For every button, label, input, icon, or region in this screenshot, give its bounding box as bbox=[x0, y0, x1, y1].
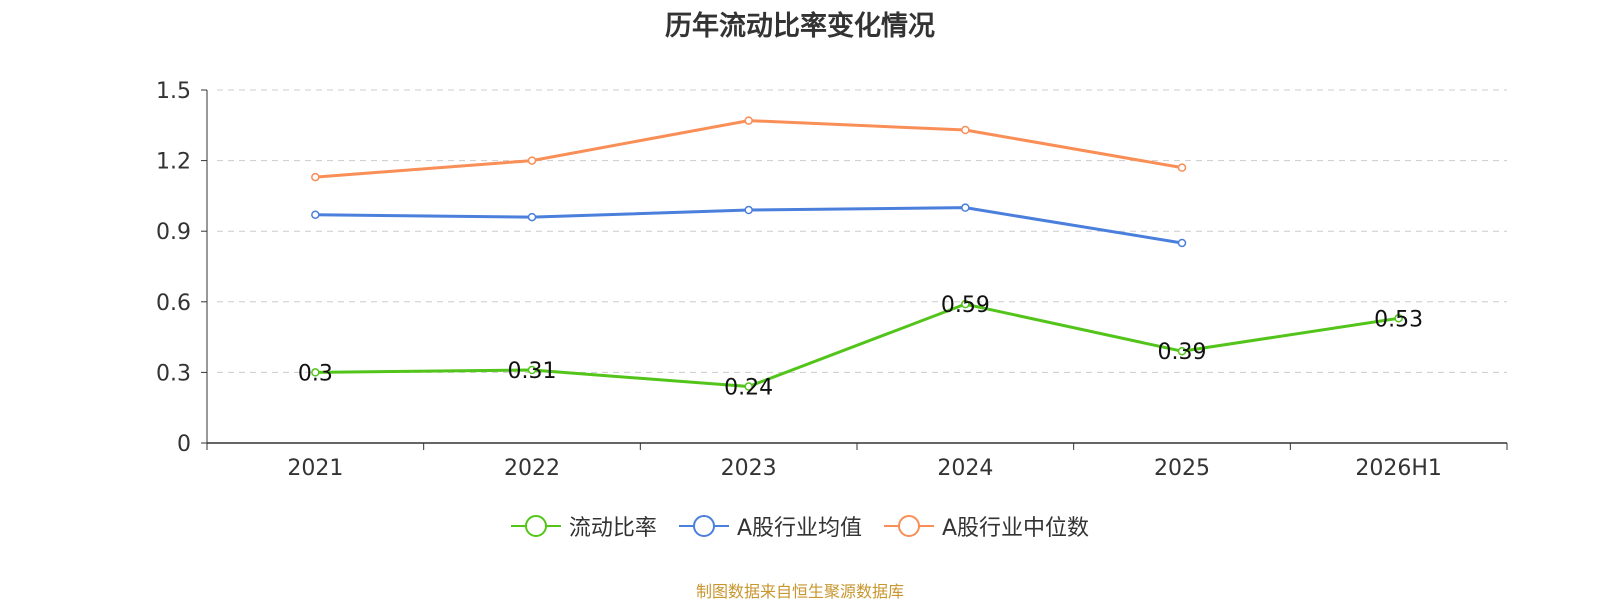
y-tick-label: 0 bbox=[177, 432, 191, 457]
source-note: 制图数据来自恒生聚源数据库 bbox=[695, 582, 904, 601]
x-tick-label: 2026H1 bbox=[1355, 456, 1442, 481]
data-point bbox=[527, 212, 537, 222]
data-point bbox=[961, 125, 970, 135]
x-tick-label: 2025 bbox=[1154, 456, 1210, 481]
data-point bbox=[961, 299, 970, 309]
data-point bbox=[1394, 314, 1403, 323]
y-tick-label: 0.3 bbox=[156, 361, 191, 386]
data-label: 0.24 bbox=[724, 376, 773, 401]
legend-marker-icon bbox=[510, 513, 561, 539]
legend-item-industry-median[interactable]: A股行业中位数 bbox=[884, 510, 1089, 542]
legend-label: 流动比率 bbox=[568, 516, 657, 541]
legend-marker-icon bbox=[678, 513, 729, 539]
data-label: 0.59 bbox=[941, 293, 990, 318]
data-point bbox=[1177, 163, 1187, 172]
legend-item-current-ratio[interactable]: 流动比率 bbox=[510, 510, 657, 542]
data-point bbox=[744, 116, 753, 125]
y-tick-label: 0.9 bbox=[156, 220, 191, 245]
series-lines bbox=[311, 116, 1403, 391]
x-tick-label: 2021 bbox=[287, 456, 343, 481]
data-point bbox=[1177, 238, 1187, 248]
data-point bbox=[744, 382, 753, 391]
legend: 流动比率 A股行业均值 A股行业中位数 bbox=[0, 510, 1600, 542]
data-point bbox=[527, 156, 537, 165]
y-tick-label: 1.2 bbox=[156, 150, 191, 175]
data-label: 0.53 bbox=[1374, 307, 1423, 332]
data-point bbox=[744, 205, 753, 215]
legend-item-industry-mean[interactable]: A股行业均值 bbox=[678, 510, 862, 542]
data-point bbox=[1177, 346, 1187, 356]
legend-label: A股行业中位数 bbox=[942, 516, 1090, 541]
y-tick-label: 0.6 bbox=[156, 291, 191, 316]
axes: 0 0.3 0.6 0.9 1.2 1.5 2021 2022 2023 2024 2025 2026… bbox=[156, 79, 1508, 481]
data-label: 0.39 bbox=[1158, 340, 1207, 365]
data-label: 0.31 bbox=[508, 359, 557, 384]
data-labels: 0.3 0.31 0.24 0.59 0.39 0.53 bbox=[298, 293, 1423, 400]
x-tick-label: 2024 bbox=[937, 456, 993, 481]
x-tick-label: 2023 bbox=[721, 456, 777, 481]
data-label: 0.3 bbox=[298, 361, 333, 386]
x-tick-label: 2022 bbox=[504, 456, 560, 481]
data-point bbox=[527, 365, 537, 375]
chart-title: 历年流动比率变化情况 bbox=[665, 11, 935, 42]
data-point bbox=[311, 368, 320, 377]
data-point bbox=[961, 203, 970, 212]
y-tick-label: 1.5 bbox=[156, 79, 191, 104]
data-point bbox=[311, 172, 320, 182]
legend-label: A股行业均值 bbox=[736, 516, 862, 541]
series-line bbox=[315, 302, 1399, 389]
data-point bbox=[311, 210, 320, 219]
series-line bbox=[315, 119, 1183, 179]
legend-marker-icon bbox=[884, 513, 934, 539]
